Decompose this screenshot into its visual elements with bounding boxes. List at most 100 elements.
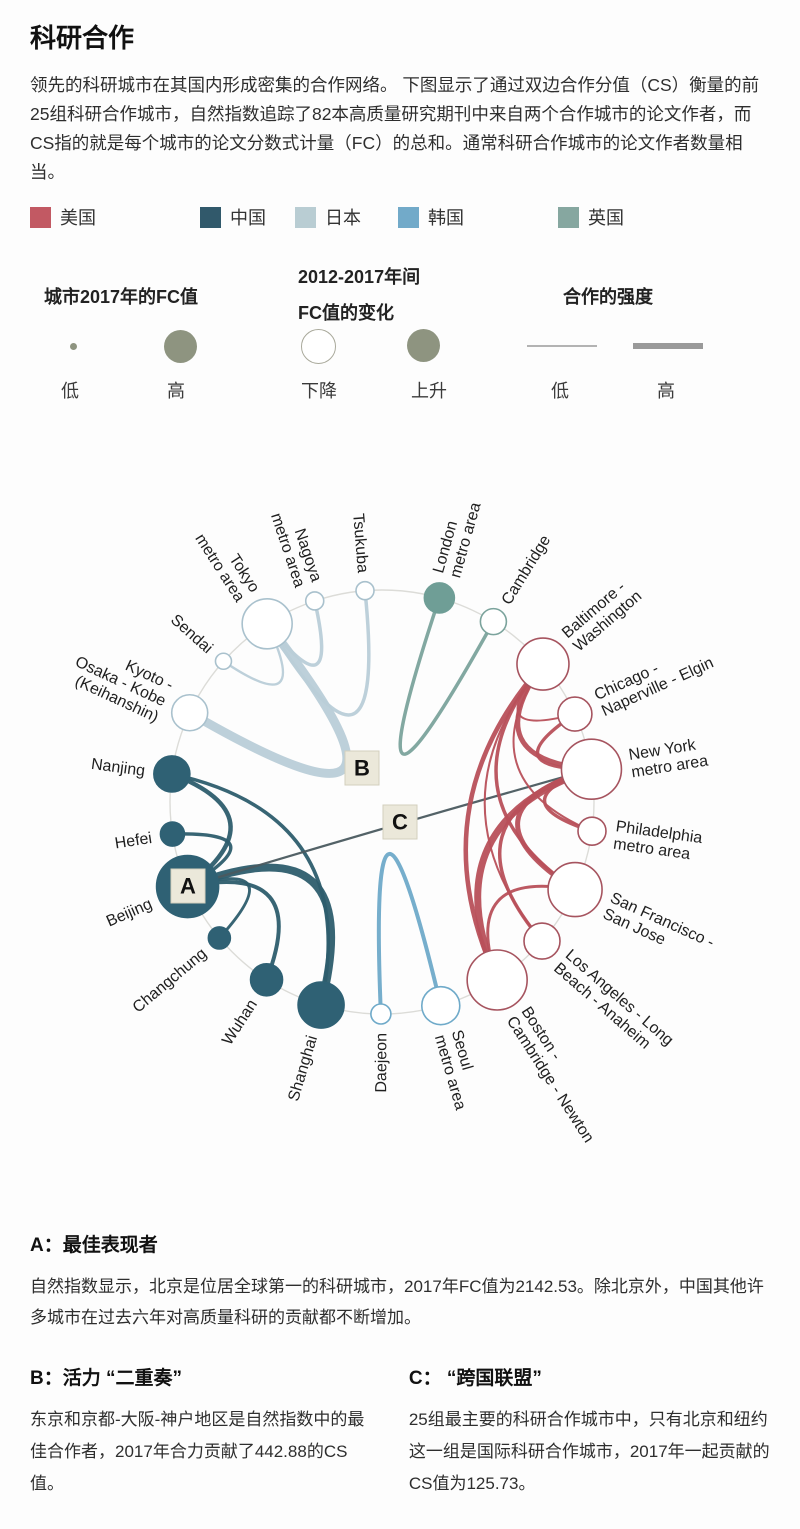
label-boston: Boston -Cambridge - Newton	[503, 1004, 612, 1146]
label-kyoto: Kyoto -Osaka - Kobe(Keihanshin)	[65, 638, 176, 727]
label-group-nanjing: Nanjing	[90, 756, 146, 780]
label-tsukuba: Tsukuba	[349, 513, 371, 574]
node-philadelphia	[577, 816, 607, 846]
label-sanfrancisco: San Francisco -San Jose	[600, 890, 716, 968]
node-cambridge	[479, 607, 508, 636]
large-fc-circle	[164, 330, 197, 363]
label-group-baltimore: Baltimore -Washington	[559, 579, 645, 656]
edge-baltimore-philadelphia	[512, 663, 593, 833]
usa-color-swatch	[30, 206, 51, 228]
annotation-sections: A：最佳表现者 自然指数显示，北京是位居全球第一的科研城市，2017年FC值为2…	[0, 1230, 800, 1500]
label-group-chicago: Chicago -Naperville - Elgin	[592, 638, 716, 720]
label-group-tokyo: Tokyometro area	[191, 521, 262, 605]
strength-low-label: 低	[551, 381, 569, 401]
node-seoul	[420, 985, 461, 1026]
badge-label-C: C	[392, 810, 408, 835]
section-b: B：活力 “二重奏” 东京和京都-大阪-神户地区是自然指数中的最佳合作者，201…	[30, 1363, 373, 1500]
page-title: 科研合作	[30, 23, 135, 53]
fc-high-label: 高	[167, 381, 185, 401]
fc-decline-circle	[301, 329, 336, 364]
edge-baltimore-losangeles	[483, 663, 544, 943]
legend-label: 英国	[588, 208, 624, 228]
section-a: A：最佳表现者 自然指数显示，北京是位居全球第一的科研城市，2017年FC值为2…	[30, 1230, 775, 1333]
label-daejeon: Daejeon	[373, 1033, 390, 1093]
label-chicago: Chicago -Naperville - Elgin	[592, 638, 716, 720]
label-cambridge: Cambridge	[499, 532, 555, 608]
node-losangeles	[523, 922, 561, 960]
legend-item-japan: 日本	[295, 204, 361, 230]
label-group-boston: Boston -Cambridge - Newton	[503, 1004, 612, 1146]
legend-label: 美国	[60, 208, 96, 228]
weak-link-line	[527, 345, 597, 347]
section-b-heading: B：活力 “二重奏”	[30, 1368, 183, 1389]
label-losangeles: Los Angeles - LongBeach - Anaheim	[550, 947, 676, 1063]
label-group-kyoto: Kyoto -Osaka - Kobe(Keihanshin)	[65, 638, 176, 727]
label-changchung: Changchung	[130, 945, 211, 1016]
china-color-swatch	[200, 206, 221, 228]
label-group-beijing: Beijing	[104, 896, 155, 931]
node-baltimore	[516, 637, 570, 691]
uk-color-swatch	[558, 206, 579, 228]
label-london: Londonmetro area	[430, 496, 484, 580]
label-seoul: Seoulmetro area	[431, 1028, 486, 1112]
fc-size-legend-title: 城市2017年的FC值	[44, 287, 199, 307]
edge-seoul-daejeon	[376, 851, 443, 1016]
label-nanjing: Nanjing	[90, 756, 146, 780]
label-group-philadelphia: Philadelphiametro area	[612, 818, 703, 863]
label-tokyo: Tokyometro area	[191, 521, 262, 605]
collaboration-network-chart: A B C Tsukuba Londonmetro area CambridgeBalti…	[65, 496, 716, 1146]
japan-color-swatch	[295, 206, 316, 228]
fc-low-label: 低	[61, 381, 79, 401]
badge-label-B: B	[354, 756, 370, 781]
node-tsukuba	[355, 580, 375, 601]
label-hefei: Hefei	[114, 830, 154, 852]
node-london	[423, 582, 456, 614]
node-daejeon	[370, 1003, 392, 1025]
node-kyoto	[170, 693, 209, 732]
label-group-sanfrancisco: San Francisco -San Jose	[600, 890, 716, 968]
intro-paragraph: 领先的科研城市在其国内形成密集的合作网络。 下图显示了通过双边合作分值（CS）衡…	[30, 75, 760, 182]
label-newyork: New Yorkmetro area	[627, 735, 709, 781]
node-nanjing	[153, 755, 191, 793]
label-group-shanghai: Shanghai	[285, 1034, 321, 1104]
label-group-london: Londonmetro area	[430, 496, 484, 580]
node-wuhan	[249, 962, 284, 997]
network-diagram-container: A B C Tsukuba Londonmetro area Cambridge Balti…	[0, 421, 800, 1216]
small-fc-circle	[70, 343, 77, 350]
label-group-wuhan: Wuhan	[219, 997, 261, 1049]
node-newyork	[560, 738, 623, 801]
legend-item-uk: 英国	[558, 204, 624, 230]
label-group-losangeles: Los Angeles - LongBeach - Anaheim	[550, 947, 676, 1063]
node-sendai	[214, 652, 233, 671]
label-wuhan: Wuhan	[219, 997, 261, 1049]
label-group-tsukuba: Tsukuba	[349, 513, 371, 574]
node-tokyo	[241, 597, 293, 650]
badge-box-A	[170, 868, 206, 904]
legend-label: 中国	[230, 208, 266, 228]
label-group-daejeon: Daejeon	[373, 1033, 390, 1093]
legend-item-china: 中国	[200, 204, 266, 230]
edge-baltimore-boston	[463, 661, 546, 983]
node-changchung	[207, 926, 232, 950]
section-a-heading: A：最佳表现者	[30, 1235, 158, 1256]
fc-change-legend-title-1: 2012-2017年间	[298, 267, 421, 287]
label-nagoya: Nagoyametro area	[267, 505, 324, 589]
section-b-body: 东京和京都-大阪-神户地区是自然指数中的最佳合作者，2017年合力贡献了442.…	[30, 1410, 365, 1493]
legend-item-usa: 美国	[30, 204, 96, 230]
node-hefei	[159, 821, 186, 847]
page: 科研合作 领先的科研城市在其国内形成密集的合作网络。 下图显示了通过双边合作分值…	[0, 0, 800, 229]
label-shanghai: Shanghai	[285, 1034, 321, 1104]
edge-tokyo-kyoto	[185, 619, 352, 778]
korea-color-swatch	[398, 206, 419, 228]
section-c-heading: C： “跨国联盟”	[408, 1368, 542, 1389]
fc-rise-circle	[407, 329, 440, 362]
label-group-sendai: Sendai	[167, 611, 216, 657]
badge-box-B	[344, 750, 380, 786]
node-shanghai	[297, 981, 345, 1029]
fc-rise-label: 上升	[411, 381, 447, 401]
fc-decline-label: 下降	[301, 381, 337, 401]
node-chicago	[557, 696, 593, 732]
section-a-body: 自然指数显示，北京是位居全球第一的科研城市，2017年FC值为2142.53。除…	[30, 1277, 764, 1327]
label-group-seoul: Seoulmetro area	[431, 1028, 486, 1112]
strength-high-label: 高	[657, 381, 675, 401]
